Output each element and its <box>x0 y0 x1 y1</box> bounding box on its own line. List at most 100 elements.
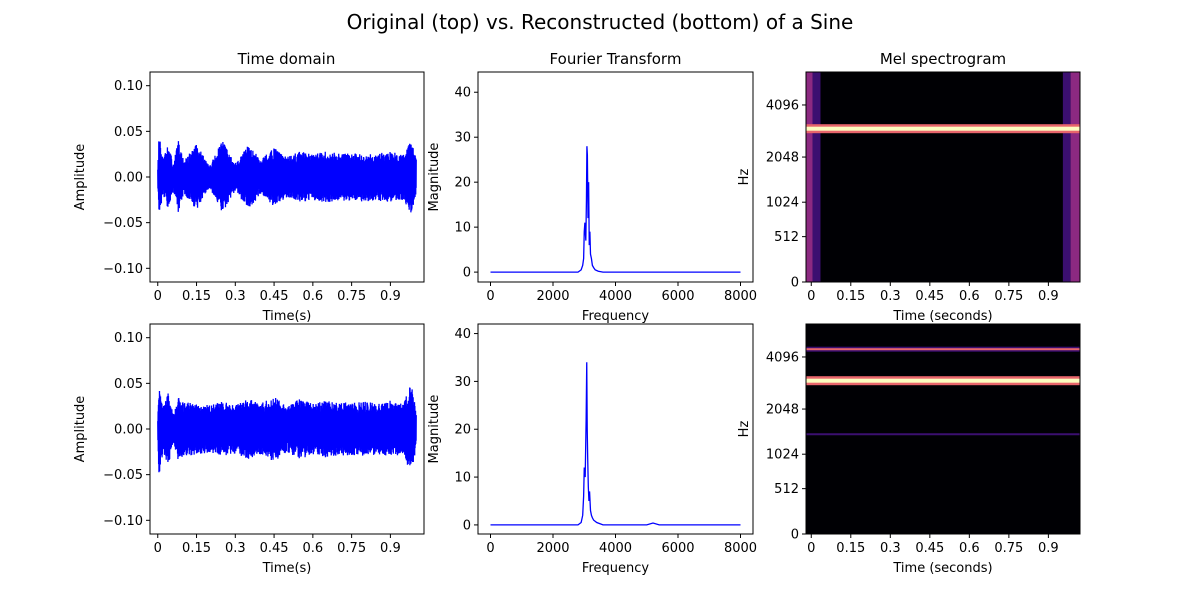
subplots: 0 0.15 0.3 0.45 0.6 0.75 0.9 −0.10 −0.05 0.00 0.05… <box>73 71 1081 576</box>
y-tick-label: 10 <box>454 471 471 486</box>
x-tick-label: 0 <box>486 541 494 556</box>
column-title-time: Time domain <box>237 50 336 68</box>
x-axis-label: Time(s) <box>262 309 312 324</box>
y-tick-label: −0.10 <box>103 514 143 529</box>
y-tick-label: 0 <box>791 276 799 291</box>
figure-title: Original (top) vs. Reconstructed (bottom… <box>347 10 854 34</box>
y-tick-label: 10 <box>454 221 471 236</box>
subplot-mel-original: 0 0.15 0.3 0.45 0.6 0.75 0.9 0 512 1024 2048 4096 Ti… <box>737 71 1081 324</box>
x-tick-label: 0.45 <box>915 541 944 556</box>
x-tick-label: 6000 <box>661 289 694 304</box>
y-axis-label: Amplitude <box>73 144 88 211</box>
column-title-mel: Mel spectrogram <box>880 50 1006 68</box>
x-tick-label: 2000 <box>536 541 569 556</box>
spectrogram-edge-frame <box>1070 72 1080 282</box>
x-tick-label: 4000 <box>599 541 632 556</box>
subplot-fft-original: 0 2000 4000 6000 8000 0 10 20 30 40 Frequency Magni… <box>427 71 757 324</box>
y-tick-label: −0.05 <box>103 468 143 483</box>
x-tick-label: 0 <box>807 541 815 556</box>
y-tick-label: 2048 <box>766 403 799 418</box>
y-tick-label: −0.10 <box>103 262 143 277</box>
x-tick-label: 0.3 <box>225 541 246 556</box>
x-tick-label: 0.3 <box>880 289 901 304</box>
signal-line <box>157 141 417 213</box>
y-tick-label: 0.00 <box>114 171 143 186</box>
y-tick-label: 2048 <box>766 151 799 166</box>
spectrogram-background <box>806 324 1080 534</box>
y-tick-label: −0.05 <box>103 216 143 231</box>
x-tick-label: 0.9 <box>1038 541 1059 556</box>
x-axis-label: Time (seconds) <box>892 561 992 576</box>
axes-frame <box>805 323 1081 535</box>
x-axis-label: Frequency <box>582 309 649 324</box>
y-tick-label: 30 <box>454 375 471 390</box>
x-tick-label: 0.15 <box>182 541 211 556</box>
x-tick-label: 0.75 <box>337 541 366 556</box>
x-tick-label: 0.9 <box>380 289 401 304</box>
signal-line <box>490 362 741 526</box>
y-tick-label: 1024 <box>766 196 799 211</box>
subplot-fft-reconstructed: 0 2000 4000 6000 8000 0 10 20 30 40 Frequency Magni… <box>427 323 757 576</box>
x-axis-label: Time (seconds) <box>892 309 992 324</box>
x-tick-label: 0.75 <box>337 289 366 304</box>
y-tick-label: 40 <box>454 327 471 342</box>
x-axis-label: Time(s) <box>262 561 312 576</box>
x-tick-label: 0 <box>807 289 815 304</box>
x-tick-label: 0.15 <box>836 289 865 304</box>
y-axis-label: Hz <box>737 169 752 186</box>
y-axis-label: Magnitude <box>427 395 442 464</box>
y-tick-label: 0 <box>791 528 799 543</box>
signal-line <box>490 146 741 273</box>
y-tick-label: 1024 <box>766 448 799 463</box>
x-tick-label: 0.15 <box>182 289 211 304</box>
y-tick-label: 30 <box>454 131 471 146</box>
x-tick-label: 0.75 <box>994 541 1023 556</box>
x-tick-label: 0.9 <box>380 541 401 556</box>
x-tick-label: 8000 <box>724 289 757 304</box>
x-tick-label: 8000 <box>724 541 757 556</box>
y-tick-label: 0 <box>463 518 471 533</box>
x-tick-label: 0.6 <box>959 541 980 556</box>
subplot-mel-reconstructed: 0 0.15 0.3 0.45 0.6 0.75 0.9 0 512 1024 2048 4096 Ti… <box>737 323 1081 576</box>
y-axis-label: Hz <box>737 421 752 438</box>
spectrogram-band <box>806 348 1080 351</box>
axes-frame <box>477 71 754 283</box>
x-tick-label: 6000 <box>661 541 694 556</box>
spectrogram-band <box>806 378 1080 383</box>
y-tick-label: 4096 <box>766 350 799 365</box>
column-title-fft: Fourier Transform <box>550 50 682 68</box>
y-tick-label: 40 <box>454 86 471 101</box>
spectrogram-background <box>806 72 1080 282</box>
spectrogram-edge-frame <box>812 72 821 282</box>
spectrogram-edge-frame <box>806 72 813 282</box>
axes-frame <box>805 71 1081 283</box>
y-tick-label: 512 <box>774 230 799 245</box>
y-tick-label: 512 <box>774 482 799 497</box>
x-axis-label: Frequency <box>582 561 649 576</box>
x-tick-label: 0.3 <box>225 289 246 304</box>
subplot-time-reconstructed: 0 0.15 0.3 0.45 0.6 0.75 0.9 −0.10 −0.05 0.00 0.05… <box>73 323 425 576</box>
x-tick-label: 2000 <box>536 289 569 304</box>
spectrogram-band <box>806 126 1080 131</box>
x-tick-label: 0.75 <box>994 289 1023 304</box>
x-tick-label: 0.6 <box>303 289 324 304</box>
y-axis-label: Amplitude <box>73 396 88 463</box>
y-axis-label: Magnitude <box>427 143 442 212</box>
y-tick-label: 20 <box>454 176 471 191</box>
x-tick-label: 4000 <box>599 289 632 304</box>
x-tick-label: 0.6 <box>303 541 324 556</box>
axes-frame <box>477 323 754 535</box>
x-tick-label: 0 <box>154 289 162 304</box>
y-tick-label: 0.10 <box>114 331 143 346</box>
spectrogram-band <box>806 433 1080 436</box>
y-tick-label: 0.10 <box>114 79 143 94</box>
x-tick-label: 0.15 <box>836 541 865 556</box>
y-tick-label: 0.05 <box>114 377 143 392</box>
y-tick-label: 0.00 <box>114 423 143 438</box>
x-tick-label: 0.45 <box>260 541 289 556</box>
signal-line <box>157 387 417 473</box>
x-tick-label: 0.45 <box>915 289 944 304</box>
y-tick-label: 4096 <box>766 98 799 113</box>
x-tick-label: 0 <box>486 289 494 304</box>
